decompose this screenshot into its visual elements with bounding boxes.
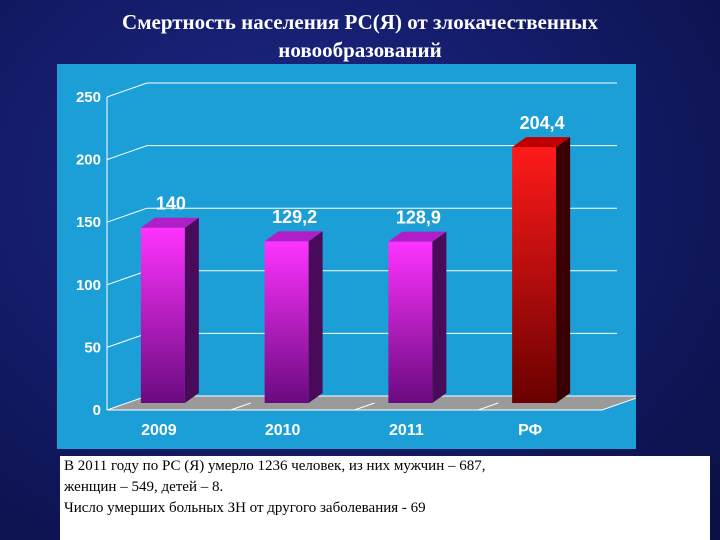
grid-diagonal [106,207,148,223]
bar-side [556,137,571,404]
grid-diagonal [106,145,148,161]
bar-top [388,231,447,242]
slide-title-line-2: новообразований [278,38,442,62]
grid-diagonal [106,82,148,98]
bar-top [512,137,571,148]
x-tick-label: РФ [518,422,542,439]
caption-line-1: В 2011 году по РС (Я) умерло 1236 челове… [64,458,486,474]
floor-divider [478,402,499,411]
y-tick-label: 200 [76,152,101,169]
x-tick-label: 2011 [389,422,424,439]
floor-layer [106,395,636,411]
bar-2009 [140,217,199,403]
bar-2010 [264,231,323,403]
bar-РФ [512,137,571,404]
bar-front [264,241,309,403]
data-label: 128,9 [396,208,441,228]
bars-layer [140,137,571,404]
x-tick-label: 2009 [141,422,177,439]
data-label: 204,4 [520,113,565,133]
caption-line-3: Число умерших больных ЗН от другого забо… [64,500,426,516]
caption-box: В 2011 году по РС (Я) умерло 1236 челове… [60,456,710,540]
caption-line-2: женщин – 549, детей – 8. [64,479,224,495]
y-tick-label: 250 [76,89,101,106]
slide-title: Смертность населения РС(Я) от злокачеств… [40,8,680,64]
bar-chart: 0 50 100 150 200 250 140 2009 129,2 2010 128,9 2011… [76,82,636,439]
bar-side [308,231,323,403]
grid-diagonal [106,332,148,348]
data-label: 129,2 [272,207,317,227]
bar-front [140,227,185,403]
floor-divider [354,402,375,411]
chart-panel: 0 50 100 150 200 250 140 2009 129,2 2010 128,9 2011… [57,64,636,449]
bar-front [388,241,433,403]
bar-top [140,217,199,228]
y-tick-label: 50 [84,339,101,356]
y-tick-label: 0 [93,402,101,419]
x-tick-label: 2010 [265,422,301,439]
bar-2011 [388,231,447,403]
y-tick-label: 100 [76,277,101,294]
grid-diagonal [106,270,148,286]
bar-side [184,217,199,403]
slide-title-line-1: Смертность населения РС(Я) от злокачеств… [122,10,598,34]
bar-front [512,147,557,403]
labels-layer: 0 50 100 150 200 250 140 2009 129,2 2010 128,9 2011… [76,89,565,439]
y-tick-label: 150 [76,214,101,231]
bar-side [432,231,447,403]
floor-divider [230,402,251,411]
data-label: 140 [156,194,186,214]
bar-top [264,231,323,242]
